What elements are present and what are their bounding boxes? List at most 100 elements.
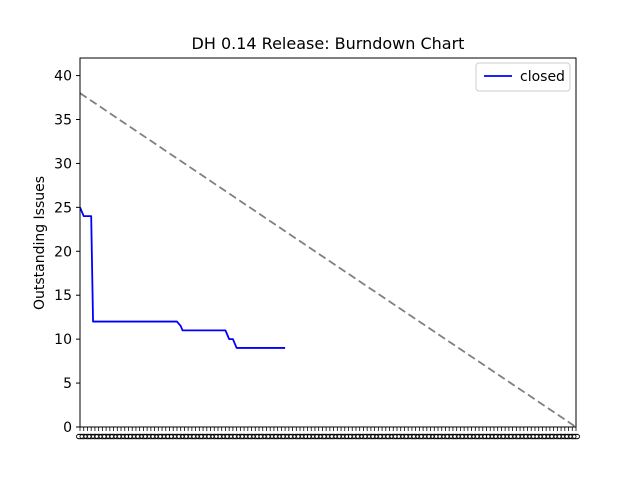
x-tick-label: 0 [257,433,270,440]
x-tick-label: 0 [223,433,236,440]
x-tick-label: 0 [212,433,225,440]
x-tick-label: 0 [551,433,564,440]
x-tick-label: 0 [417,433,430,440]
y-tick-label: 35 [54,113,72,129]
x-tick-label: 0 [507,433,520,440]
x-tick-label: 0 [492,433,505,440]
x-tick-label: 0 [331,433,344,440]
y-tick-label: 5 [63,376,72,392]
x-tick-label: 0 [227,433,240,440]
x-tick-label: 0 [205,433,218,440]
x-tick-label: 0 [156,433,169,440]
x-tick-label: 0 [279,433,292,440]
x-tick-label: 0 [428,433,441,440]
x-tick-label: 0 [328,433,341,440]
x-tick-label: 0 [193,433,206,440]
x-tick-label: 0 [301,433,314,440]
x-tick-label: 0 [473,433,486,440]
x-tick-label: 0 [78,433,91,440]
x-tick-label: 0 [320,433,333,440]
x-tick-label: 0 [298,433,311,440]
x-tick-label: 0 [178,433,191,440]
x-tick-label: 0 [484,433,497,440]
x-tick-label: 0 [555,433,568,440]
x-tick-label: 0 [74,433,87,440]
x-tick-label: 0 [294,433,307,440]
y-tick-label: 10 [54,332,72,348]
x-tick-label: 0 [324,433,337,440]
x-tick-label: 0 [216,433,229,440]
x-tick-label: 0 [410,433,423,440]
x-tick-label: 0 [372,433,385,440]
x-tick-label: 0 [436,433,449,440]
x-tick-label: 0 [197,433,210,440]
x-tick-label: 0 [89,433,102,440]
x-tick-label: 0 [260,433,273,440]
x-tick-label: 0 [85,433,98,440]
x-tick-label: 0 [264,433,277,440]
x-tick-label: 0 [272,433,285,440]
x-tick-label: 0 [369,433,382,440]
x-tick-label: 0 [380,433,393,440]
x-tick-label: 0 [104,433,117,440]
y-tick-label: 20 [54,244,72,260]
x-tick-label: 0 [540,433,553,440]
x-tick-label: 0 [432,433,445,440]
x-tick-label: 0 [466,433,479,440]
x-tick-label: 0 [406,433,419,440]
x-tick-label: 0 [570,433,583,440]
x-tick-label: 0 [548,433,561,440]
x-tick-label: 0 [219,433,232,440]
x-tick-label: 0 [268,433,281,440]
x-tick-label: 0 [518,433,531,440]
x-tick-label: 0 [182,433,195,440]
plot-area: 0510152025303540000000000000000000000000… [54,57,583,440]
x-tick-label: 0 [231,433,244,440]
x-tick-label: 0 [469,433,482,440]
x-tick-label: 0 [122,433,135,440]
x-tick-label: 0 [376,433,389,440]
x-tick-label: 0 [339,433,352,440]
x-tick-label: 0 [451,433,464,440]
x-tick-label: 0 [167,433,180,440]
x-tick-label: 0 [398,433,411,440]
x-tick-label: 0 [384,433,397,440]
x-tick-label: 0 [488,433,501,440]
x-tick-label: 0 [514,433,527,440]
x-tick-label: 0 [126,433,139,440]
x-tick-label: 0 [253,433,266,440]
x-tick-label: 0 [93,433,106,440]
x-tick-label: 0 [145,433,158,440]
x-tick-label: 0 [499,433,512,440]
x-tick-label: 0 [108,433,121,440]
y-tick-label: 40 [54,69,72,85]
x-tick-label: 0 [443,433,456,440]
x-tick-label: 0 [149,433,162,440]
axes-frame [79,57,577,428]
x-tick-label: 0 [544,433,557,440]
x-tick-label: 0 [357,433,370,440]
x-tick-label: 0 [175,433,188,440]
x-tick-label: 0 [566,433,579,440]
x-tick-label: 0 [462,433,475,440]
x-tick-label: 0 [290,433,303,440]
x-tick-label: 0 [111,433,124,440]
chart-title: DH 0.14 Release: Burndown Chart [192,34,465,53]
legend-label-closed: closed [520,69,565,85]
x-tick-label: 0 [563,433,576,440]
x-tick-label: 0 [533,433,546,440]
x-tick-label: 0 [238,433,251,440]
x-tick-label: 0 [275,433,288,440]
x-tick-label: 0 [421,433,434,440]
x-tick-label: 0 [96,433,109,440]
x-tick-label: 0 [309,433,322,440]
x-tick-label: 0 [160,433,173,440]
x-tick-label: 0 [510,433,523,440]
x-tick-label: 0 [115,433,128,440]
x-tick-label: 0 [477,433,490,440]
x-tick-label: 0 [81,433,94,440]
x-tick-label: 0 [395,433,408,440]
x-tick-label: 0 [134,433,147,440]
x-tick-label: 0 [439,433,452,440]
